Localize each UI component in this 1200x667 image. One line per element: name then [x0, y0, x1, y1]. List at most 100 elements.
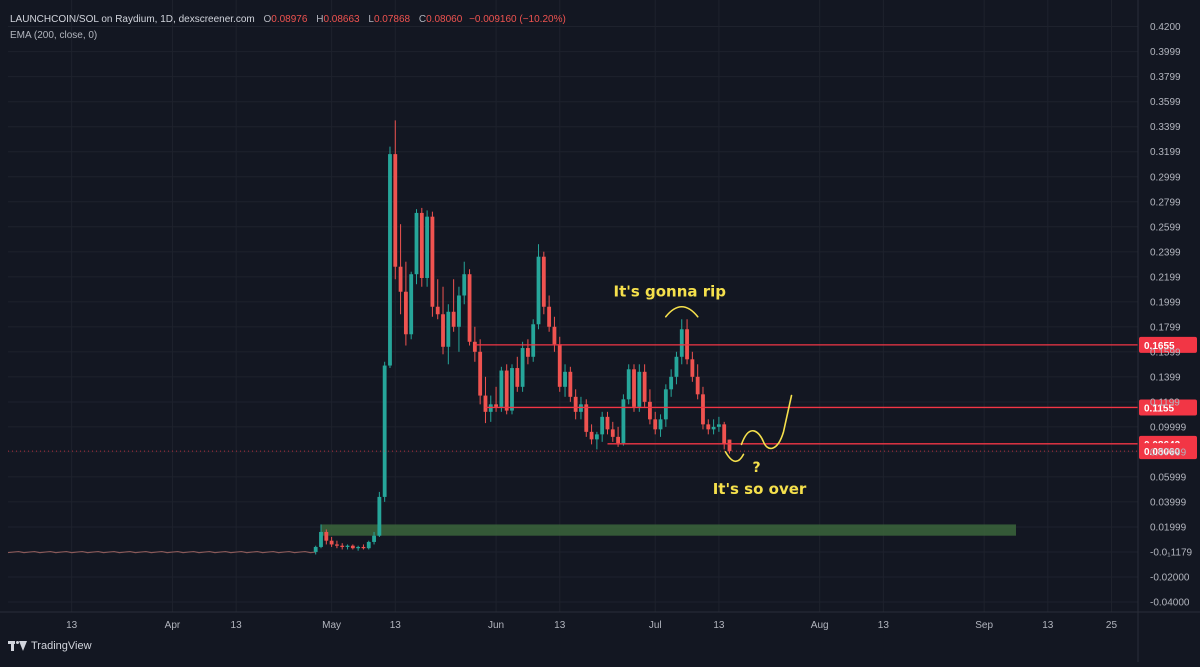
annotation-so-over: It's so over	[713, 480, 807, 498]
annotations: It's gonna rip? It's so over	[613, 283, 806, 498]
candle-body	[626, 369, 631, 400]
x-tick-label: Aug	[811, 620, 829, 631]
y-tick-label: 0.3599	[1150, 97, 1181, 108]
candle-body	[547, 306, 552, 327]
candle-body	[552, 326, 557, 345]
tradingview-logo[interactable]: TradingView	[8, 640, 92, 652]
y-tick-label: -0.0₁1179	[1150, 547, 1193, 558]
candle	[594, 431, 599, 450]
candle-body	[335, 544, 339, 546]
pre-launch-series	[7, 550, 316, 554]
candle	[685, 319, 689, 365]
candles	[7, 120, 732, 555]
y-tick-label: 0.2599	[1150, 222, 1181, 233]
candle-body	[600, 416, 605, 435]
candle	[727, 439, 732, 454]
y-tick-label: 0.03999	[1150, 497, 1187, 508]
level-price-label: 0.1655	[1144, 341, 1175, 352]
hand-drawings	[664, 305, 793, 463]
candle	[610, 421, 615, 442]
candle-body	[515, 368, 520, 387]
candle-body	[669, 376, 674, 390]
candle-body	[711, 426, 716, 430]
y-tick-label: 0.1599	[1150, 347, 1181, 358]
y-tick-label: -0.02000	[1150, 572, 1190, 583]
candle-body	[372, 535, 376, 542]
candle-body	[377, 496, 382, 536]
y-tick-label: 0.1199	[1150, 397, 1180, 408]
chart-legend: LAUNCHCOIN/SOL on Raydium, 1D, dexscreen…	[10, 12, 566, 44]
candle	[658, 414, 663, 437]
candle-body	[727, 439, 732, 452]
candle	[319, 524, 323, 549]
indicator-label[interactable]: EMA (200, close, 0)	[10, 30, 98, 41]
candle-body	[637, 371, 642, 407]
candle	[345, 544, 350, 550]
demand-zone	[321, 524, 1016, 536]
candle-body	[409, 274, 414, 335]
candle	[377, 491, 382, 537]
candle-body	[350, 545, 355, 549]
candle-body	[716, 424, 721, 427]
candle	[414, 209, 419, 285]
candle-body	[663, 389, 668, 420]
price-axis[interactable]: 0.4200 0.3999 0.3799 0.3599 0.3399 0.3199 0.29…	[1137, 0, 1193, 662]
y-tick-label: 0.07999	[1150, 447, 1187, 458]
candle	[557, 336, 562, 392]
y-tick-label: 0.2799	[1150, 197, 1181, 208]
candle	[457, 286, 461, 352]
candle	[716, 416, 721, 432]
time-axis[interactable]: 13 Apr 13 May 13 Jun 13 Jul 13 Aug 13 Sep 13 25	[0, 611, 1200, 631]
candle-body	[706, 424, 711, 430]
candle	[563, 364, 567, 397]
candle	[568, 366, 573, 402]
y-tick-label: 0.2199	[1150, 272, 1181, 283]
candle-body	[653, 419, 658, 430]
candle-body	[462, 274, 467, 296]
x-tick-label: 13	[713, 620, 725, 631]
candle	[722, 421, 727, 450]
candle	[488, 395, 493, 422]
y-tick-label: -0.04000	[1150, 598, 1190, 609]
y-tick-label: 0.3399	[1150, 122, 1181, 133]
high-value: 0.08663	[323, 14, 360, 25]
candle-body	[679, 329, 684, 357]
grid	[8, 0, 1138, 612]
candle	[366, 540, 371, 550]
tradingview-icon	[8, 641, 27, 651]
candle	[388, 146, 392, 369]
candle	[335, 540, 339, 549]
legend-row-ohlc: LAUNCHCOIN/SOL on Raydium, 1D, dexscreen…	[10, 12, 566, 28]
candle-body	[478, 351, 483, 396]
candle-body	[446, 311, 451, 347]
candle-body	[425, 216, 430, 278]
level-price-label: 0.08060	[1144, 447, 1181, 458]
y-tick-label: 0.4200	[1150, 22, 1181, 33]
candle-body	[504, 370, 509, 411]
candle	[483, 376, 488, 424]
annotation-gonna-rip: It's gonna rip	[613, 283, 726, 301]
symbol-label[interactable]: LAUNCHCOIN/SOL on Raydium, 1D, dexscreen…	[10, 14, 255, 25]
candle-body	[658, 419, 663, 430]
x-tick-label: May	[322, 620, 341, 631]
candle-body	[536, 256, 541, 325]
candle-body	[695, 376, 700, 395]
x-tick-label: 25	[1106, 620, 1118, 631]
candle	[324, 529, 329, 545]
candle-body	[361, 546, 366, 549]
candle	[584, 399, 589, 437]
candle	[361, 544, 366, 550]
candle-body	[563, 371, 567, 387]
y-tick-label: 0.1399	[1150, 372, 1181, 383]
tradingview-label: TradingView	[31, 640, 92, 652]
candle	[435, 279, 440, 320]
open-value: 0.08976	[271, 14, 308, 25]
candle-body	[674, 356, 679, 377]
x-tick-label: 13	[878, 620, 890, 631]
y-tick-label: 0.3999	[1150, 47, 1181, 58]
candle	[409, 271, 414, 340]
candle-body	[382, 365, 387, 497]
